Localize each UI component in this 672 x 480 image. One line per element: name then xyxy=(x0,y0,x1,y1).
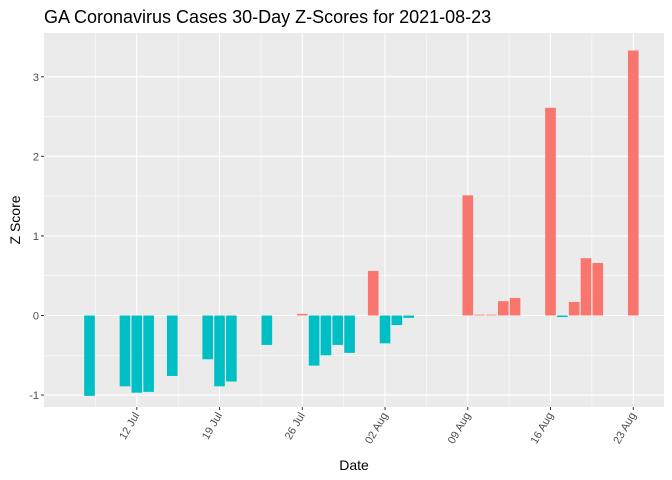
bar-2021-08-04 xyxy=(403,315,414,318)
x-tick-label: 02 Aug xyxy=(363,411,391,447)
bar-2021-08-16 xyxy=(545,107,556,316)
y-axis: -1 0 1 2 3 xyxy=(29,72,44,402)
bar-2021-08-10 xyxy=(474,314,485,316)
y-axis-title: Z Score xyxy=(7,195,23,244)
bar-2021-07-27 xyxy=(308,315,320,366)
bar-2021-08-02 xyxy=(379,315,391,344)
bar-series xyxy=(84,50,639,396)
bar-2021-07-29 xyxy=(332,315,344,345)
bar-2021-08-17 xyxy=(557,315,568,318)
bar-2021-07-18 xyxy=(202,315,214,360)
bar-2021-07-19 xyxy=(214,315,225,387)
y-tick-label: 1 xyxy=(33,231,39,243)
x-tick-label: 26 Jul xyxy=(283,411,308,442)
bar-2021-07-30 xyxy=(344,315,355,353)
minor-gridlines xyxy=(44,33,664,407)
bar-2021-08-11 xyxy=(486,314,497,316)
bar-2021-07-08 xyxy=(84,315,95,396)
bar-2021-07-13 xyxy=(143,315,154,392)
bar-2021-08-09 xyxy=(462,195,474,316)
chart-title: GA Coronavirus Cases 30-Day Z-Scores for… xyxy=(44,7,491,27)
bar-2021-07-23 xyxy=(261,315,273,345)
x-axis: 12 Jul 19 Jul 26 Jul 02 Aug 09 Aug 16 Aug 23 A… xyxy=(117,407,639,446)
bar-2021-08-01 xyxy=(367,270,379,316)
x-tick-label: 12 Jul xyxy=(117,411,142,442)
y-tick-label: -1 xyxy=(29,390,39,402)
y-tick-label: 3 xyxy=(33,72,39,84)
x-axis-title: Date xyxy=(339,457,369,473)
x-tick-label: 16 Aug xyxy=(529,411,557,447)
x-tick-label: 19 Jul xyxy=(200,411,225,442)
bar-2021-08-23 xyxy=(627,50,639,316)
bar-2021-08-13 xyxy=(509,297,521,316)
bar-2021-07-15 xyxy=(166,315,178,376)
x-tick-label: 23 Aug xyxy=(611,411,639,447)
bar-2021-08-18 xyxy=(568,301,580,316)
bar-2021-07-26 xyxy=(296,313,308,316)
bar-2021-08-20 xyxy=(592,262,604,316)
bar-2021-08-03 xyxy=(391,315,403,326)
bar-2021-08-12 xyxy=(497,301,509,316)
bar-2021-07-11 xyxy=(119,315,131,387)
bar-2021-07-12 xyxy=(131,315,143,393)
bar-2021-07-28 xyxy=(320,315,332,356)
y-tick-label: 0 xyxy=(33,310,39,322)
bar-2021-07-20 xyxy=(226,315,237,382)
x-tick-label: 09 Aug xyxy=(446,411,474,447)
bar-2021-08-19 xyxy=(580,258,592,316)
y-tick-label: 2 xyxy=(33,151,39,163)
